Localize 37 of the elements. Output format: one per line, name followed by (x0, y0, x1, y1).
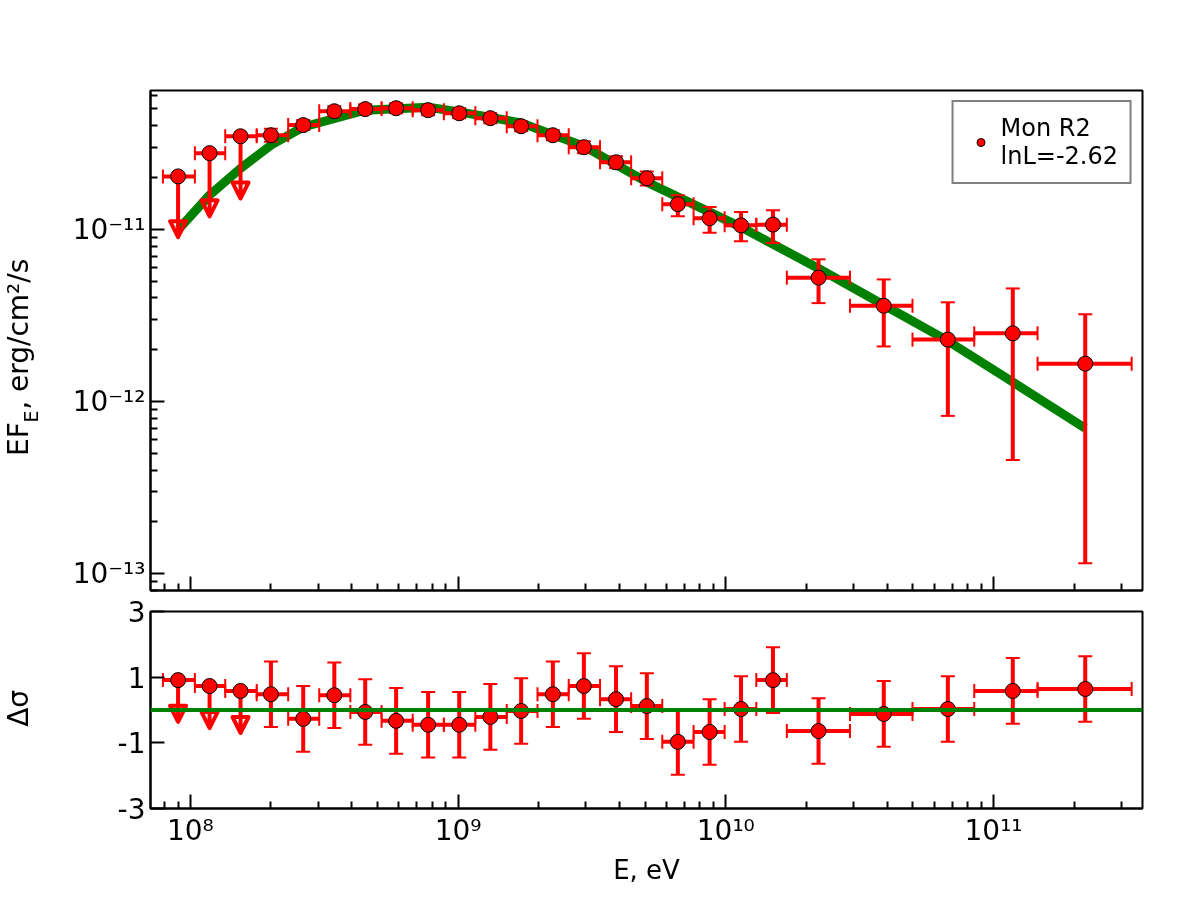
point (388, 712, 405, 729)
x-tick-label: 10⁹ (434, 813, 482, 847)
point (295, 710, 312, 727)
point (232, 682, 249, 699)
point (764, 672, 781, 689)
point (451, 716, 468, 733)
x-tick-label: 10⁸ (166, 813, 214, 847)
point (326, 687, 343, 704)
y-tick-label: 10⁻¹¹ (72, 212, 146, 246)
point (764, 216, 781, 233)
point (232, 128, 249, 145)
point (170, 672, 187, 689)
point (701, 210, 718, 227)
y-tick-label: -1 (117, 727, 146, 761)
y-tick-label: 10⁻¹² (72, 385, 146, 419)
point (544, 686, 561, 703)
point (201, 145, 218, 162)
x-tick-label: 10¹⁰ (696, 813, 755, 847)
y-axis-title: Δσ (1, 689, 35, 727)
y-tick-label: 1 (127, 661, 146, 695)
point (669, 733, 686, 750)
x-axis-title: E, eV (613, 854, 681, 885)
point (170, 168, 187, 185)
y-tick-label: 3 (127, 596, 146, 629)
y-tick-label: -3 (117, 793, 146, 826)
y-axis-title: EFE, erg/cm²/s (1, 258, 42, 456)
point (201, 678, 218, 695)
point (262, 686, 279, 703)
point (575, 678, 592, 695)
point (733, 217, 750, 234)
point (420, 716, 437, 733)
y-tick-label: 10⁻¹³ (72, 557, 146, 591)
point (608, 691, 625, 708)
legend-label: Mon R2 lnL=-2.62 (1000, 114, 1118, 170)
point (701, 724, 718, 740)
x-tick-label: 10¹¹ (964, 813, 1023, 847)
point (669, 196, 686, 213)
